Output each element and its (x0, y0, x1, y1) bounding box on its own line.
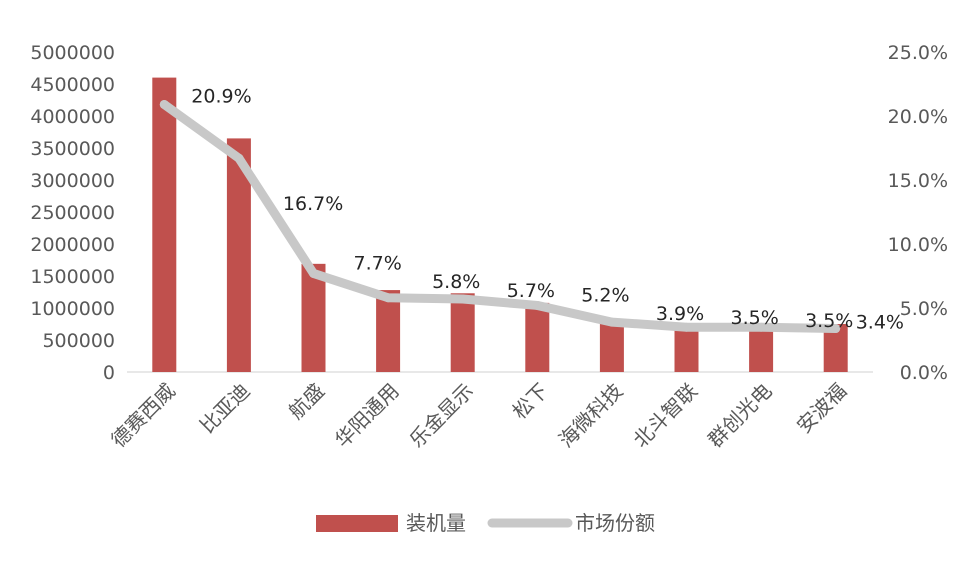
right-tick-label: 5.0% (900, 298, 948, 320)
bar (749, 325, 774, 372)
bar-series (152, 77, 848, 372)
line-point (234, 153, 244, 163)
left-tick-label: 0 (103, 362, 115, 384)
legend-label-line: 市场份额 (575, 511, 655, 535)
x-category-label: 航盛 (284, 379, 329, 424)
right-tick-label: 20.0% (888, 106, 948, 128)
line-data-label: 5.7% (507, 280, 555, 302)
data-labels: 20.9%16.7%7.7%5.8% 5.7% 5.2%3.9% 3.5% 3.5% 3.… (191, 85, 904, 333)
legend: 装机量 市场份额 (316, 511, 655, 535)
legend-label-bar: 装机量 (406, 511, 466, 535)
line-point (458, 294, 468, 304)
left-y-axis: 0 500000 1000000 1500000 2000000 2500000 30000… (30, 42, 115, 384)
line-data-label: 20.9% (191, 85, 251, 107)
line-point (607, 317, 617, 327)
right-tick-label: 15.0% (888, 170, 948, 192)
x-category-label: 比亚迪 (195, 379, 254, 438)
left-tick-label: 5000000 (30, 42, 115, 64)
line-point (532, 300, 542, 310)
line-point (309, 268, 318, 278)
left-tick-label: 4000000 (30, 106, 115, 128)
line-data-label: 5.2% (581, 284, 629, 306)
bar (450, 293, 475, 372)
line-data-label: 3.4% (856, 311, 904, 333)
right-tick-label: 0.0% (900, 362, 948, 384)
x-axis-categories: 德赛西威 比亚迪 航盛 华阳通用 乐金显示 松下 海微科技 北斗智联 群创光电 安波福 (106, 379, 851, 453)
left-tick-label: 4500000 (30, 74, 115, 96)
bar (301, 263, 326, 372)
x-category-label: 德赛西威 (106, 379, 180, 453)
right-tick-label: 10.0% (888, 234, 948, 256)
line-data-label: 3.9% (656, 303, 704, 325)
line-point (383, 293, 393, 303)
left-tick-label: 2000000 (30, 234, 115, 256)
bar (674, 327, 699, 372)
left-tick-label: 1000000 (30, 298, 115, 320)
x-category-label: 乐金显示 (405, 379, 479, 453)
left-tick-label: 3500000 (30, 138, 115, 160)
line-data-label: 3.5% (731, 307, 779, 329)
bar (525, 302, 550, 372)
line-point (756, 322, 766, 332)
legend-swatch-bar (316, 515, 398, 532)
line-data-label: 3.5% (805, 310, 853, 332)
line-data-label: 5.8% (432, 271, 480, 293)
x-category-label: 群创光电 (703, 379, 777, 453)
left-tick-label: 2500000 (30, 202, 115, 224)
x-category-label: 华阳通用 (330, 379, 404, 453)
line-data-label: 16.7% (283, 193, 343, 215)
line-data-label: 7.7% (354, 252, 402, 274)
line-series-path (159, 99, 841, 333)
bar (376, 290, 401, 372)
line-point (831, 323, 841, 333)
x-category-label: 海微科技 (554, 379, 628, 453)
x-category-label: 松下 (508, 379, 553, 424)
bar (599, 323, 624, 372)
bar (152, 77, 177, 372)
line-point (682, 322, 691, 332)
x-category-label: 北斗智联 (628, 379, 702, 453)
line-point (159, 99, 169, 109)
line-series (159, 99, 841, 333)
left-tick-label: 3000000 (30, 170, 115, 192)
left-tick-label: 500000 (42, 330, 115, 352)
right-y-axis: 0.0% 5.0% 10.0% 15.0% 20.0% 25.0% (888, 42, 948, 384)
x-category-label: 安波福 (792, 379, 851, 438)
left-tick-label: 1500000 (30, 266, 115, 288)
right-tick-label: 25.0% (888, 42, 948, 64)
